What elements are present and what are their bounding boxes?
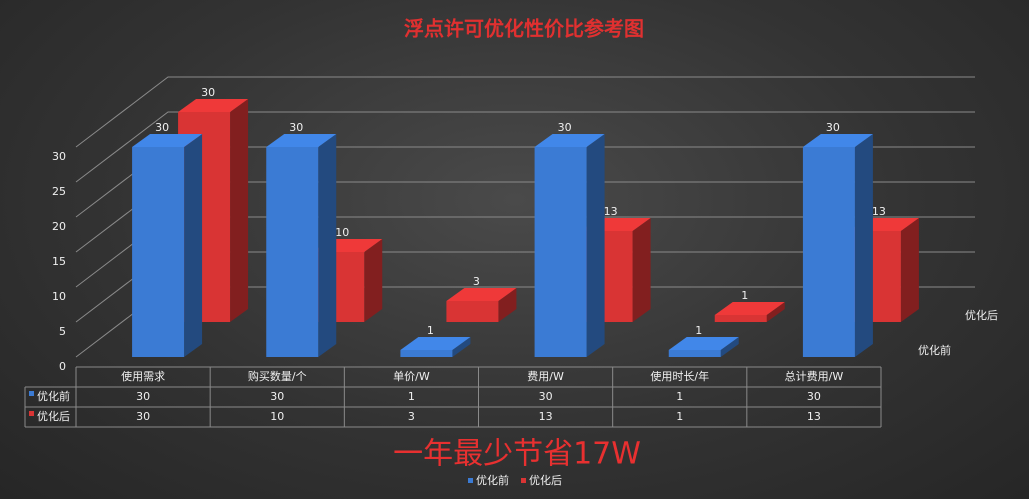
y-tick-label: 30: [52, 150, 66, 163]
bar-side: [632, 218, 651, 322]
data-label: 30: [826, 121, 840, 134]
bar-top: [714, 302, 785, 315]
bar-group: [400, 337, 471, 357]
data-label: 30: [289, 121, 303, 134]
bar-group: [132, 134, 203, 357]
data-label: 1: [741, 289, 748, 302]
bar-side: [184, 134, 203, 357]
data-label: 1: [695, 324, 702, 337]
table-cell: 10: [270, 410, 284, 423]
bar: [446, 301, 499, 322]
bar-group: [668, 337, 739, 357]
data-label: 10: [335, 226, 349, 239]
bar-side: [498, 288, 517, 322]
grid-line: [75, 76, 975, 148]
bar: [266, 147, 319, 357]
bar-top: [400, 337, 471, 350]
y-tick-label: 10: [52, 290, 66, 303]
bar-side: [230, 99, 249, 322]
y-tick-label: 20: [52, 220, 66, 233]
bar: [714, 315, 767, 322]
bar-side: [766, 302, 785, 322]
data-label: 30: [201, 86, 215, 99]
grid-line: [75, 111, 975, 183]
bar: [534, 147, 587, 357]
bar-side: [452, 337, 471, 357]
table-row-label: 优化前: [37, 389, 70, 403]
annotation: 一年最少节省17W: [393, 437, 641, 472]
bar-side: [586, 134, 605, 357]
bar-group: [446, 288, 517, 322]
bar-side: [364, 239, 383, 322]
bar: [668, 350, 721, 357]
bar: [400, 350, 453, 357]
bar-group: [266, 134, 337, 357]
bar-top: [178, 99, 249, 112]
bar-top: [802, 134, 873, 147]
x-tick-label: 使用时长/年: [650, 369, 709, 383]
data-label: 13: [604, 205, 618, 218]
depth-label: 优化前: [918, 343, 951, 357]
x-tick-label: 购买数量/个: [248, 369, 307, 383]
table-cell: 1: [676, 390, 683, 403]
bar-side: [854, 134, 873, 357]
data-label: 1: [427, 324, 434, 337]
x-tick-label: 总计费用/W: [785, 369, 844, 383]
y-tick-label: 25: [52, 185, 66, 198]
legend-label: 优化前: [476, 473, 509, 487]
data-label: 3: [473, 275, 480, 288]
bar-top: [668, 337, 739, 350]
x-tick-label: 单价/W: [393, 370, 430, 383]
table-cell: 13: [807, 410, 821, 423]
table-cell: 1: [408, 390, 415, 403]
table-cell: 30: [807, 390, 821, 403]
y-tick-label: 15: [52, 255, 66, 268]
bar-top: [132, 134, 203, 147]
x-tick-label: 费用/W: [527, 370, 564, 383]
legend-swatch: [29, 411, 34, 416]
bar-group: [714, 302, 785, 322]
table-cell: 1: [676, 410, 683, 423]
depth-label: 优化后: [965, 308, 998, 322]
chart-title: 浮点许可优化性价比参考图: [404, 17, 644, 41]
table-cell: 13: [539, 410, 553, 423]
bar-group: [802, 134, 873, 357]
legend-swatch: [468, 478, 473, 483]
y-tick-label: 0: [59, 360, 66, 373]
bar-side: [720, 337, 739, 357]
bar-top: [534, 134, 605, 147]
legend-swatch: [521, 478, 526, 483]
legend-label: 优化后: [529, 473, 562, 487]
bar-top: [446, 288, 517, 301]
table-row-label: 优化后: [37, 409, 70, 423]
bar: [132, 147, 185, 357]
table-cell: 30: [136, 410, 150, 423]
table-cell: 30: [270, 390, 284, 403]
bar: [802, 147, 855, 357]
table-cell: 30: [136, 390, 150, 403]
table-cell: 30: [539, 390, 553, 403]
data-label: 13: [872, 205, 886, 218]
legend-swatch: [29, 391, 34, 396]
y-tick-label: 5: [59, 325, 66, 338]
bar-top: [266, 134, 337, 147]
data-label: 30: [558, 121, 572, 134]
bar-group: [534, 134, 605, 357]
table-cell: 3: [408, 410, 415, 423]
bar-side: [900, 218, 919, 322]
x-tick-label: 使用需求: [121, 370, 165, 383]
bar-side: [318, 134, 337, 357]
data-label: 30: [155, 121, 169, 134]
